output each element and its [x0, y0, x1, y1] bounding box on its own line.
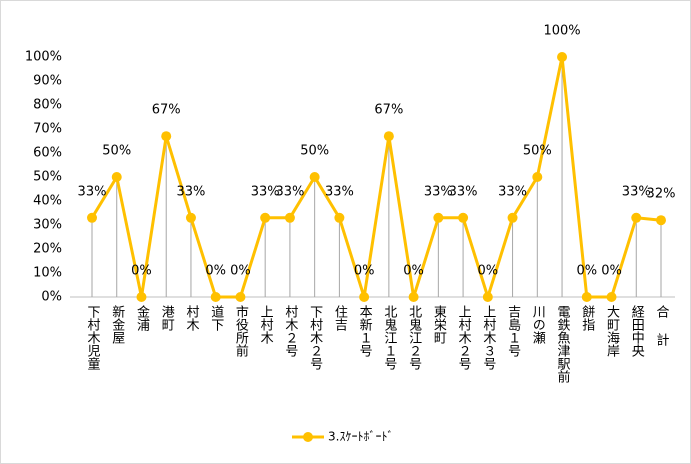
y-tick-label: 50%: [33, 170, 62, 185]
x-tick-label: 北鬼江２号: [406, 305, 422, 370]
point: [111, 172, 122, 182]
data-label: 0%: [354, 264, 375, 279]
point: [210, 292, 221, 302]
data-label: 33%: [275, 184, 304, 199]
data-label: 0%: [131, 264, 152, 279]
point: [309, 172, 320, 182]
x-tick-label: 村木２号: [282, 305, 298, 357]
y-tick-label: 80%: [33, 98, 62, 113]
y-tick-label: 20%: [33, 242, 62, 257]
point: [235, 292, 246, 302]
point: [359, 292, 370, 302]
point: [284, 212, 295, 223]
y-tick-label: 70%: [33, 122, 62, 137]
y-tick-label: 40%: [33, 194, 62, 209]
point: [383, 131, 394, 142]
x-tick-label: 電鉄魚津駅前: [555, 305, 571, 383]
x-tick-label: 住吉: [332, 305, 348, 331]
x-tick-label: 道下: [208, 305, 224, 331]
point: [557, 52, 568, 62]
x-tick-label: 上村木: [258, 305, 274, 344]
x-tick-label: 本新１号: [357, 305, 373, 357]
x-tick-label: 大町海岸: [604, 305, 620, 357]
point: [408, 292, 419, 302]
x-tick-label: 川の瀬: [530, 305, 546, 344]
y-tick-label: 90%: [33, 74, 62, 89]
point: [458, 212, 469, 223]
data-label: 0%: [601, 264, 622, 279]
series-line: [90, 55, 662, 299]
data-label: 67%: [152, 103, 181, 118]
x-tick-label: 北鬼江１号: [381, 305, 397, 370]
y-tick-label: 0%: [41, 290, 62, 305]
data-label: 50%: [102, 144, 131, 159]
data-label: 0%: [478, 264, 499, 279]
point: [87, 212, 97, 223]
data-label: 100%: [543, 24, 580, 39]
y-tick-label: 30%: [33, 218, 62, 233]
data-label: 0%: [403, 264, 424, 279]
data-label: 50%: [300, 144, 329, 159]
data-label: 0%: [230, 264, 251, 279]
legend-marker: [303, 432, 313, 442]
point: [532, 172, 543, 182]
y-tick-label: 100%: [25, 50, 62, 65]
point: [507, 212, 518, 223]
data-label: 33%: [177, 184, 206, 199]
y-tick-label: 60%: [33, 146, 62, 161]
data-label: 0%: [576, 264, 597, 279]
x-tick-label: 合 計: [654, 305, 670, 346]
point: [482, 292, 493, 302]
data-label: 32%: [647, 187, 676, 202]
data-label: 33%: [622, 184, 651, 199]
data-label: 67%: [374, 103, 403, 118]
x-tick-label: 港町: [159, 305, 175, 331]
data-label: 50%: [523, 144, 552, 159]
point: [606, 292, 617, 302]
x-tick-label: 吉島１号: [505, 305, 521, 357]
x-tick-label: 下村木２号: [307, 305, 323, 370]
point: [334, 212, 345, 223]
x-tick-label: 餅指: [579, 305, 595, 331]
x-tick-label: 村木: [183, 305, 199, 331]
x-tick-label: 下村木児童: [85, 305, 101, 370]
point: [433, 212, 444, 223]
x-tick-label: 上村木３号: [480, 305, 496, 370]
point: [260, 212, 271, 223]
y-tick-label: 10%: [33, 266, 62, 281]
point: [581, 292, 592, 302]
x-tick-label: 東栄町: [431, 304, 447, 344]
data-label: 33%: [78, 184, 107, 199]
x-tick-label: 上村木２号: [456, 305, 472, 370]
data-label: 0%: [205, 264, 226, 279]
legend-label: 3.ｽｹｰﾄﾎﾞｰﾄﾞ: [328, 430, 393, 444]
point: [136, 292, 147, 302]
x-tick-label: 市役所前: [233, 304, 249, 357]
x-tick-label: 金浦: [134, 304, 150, 331]
point: [185, 212, 196, 223]
x-tick-label: 新金屋: [109, 304, 125, 345]
point: [631, 212, 642, 223]
data-label: 33%: [498, 184, 527, 199]
point: [656, 215, 666, 226]
point: [161, 131, 172, 142]
data-label: 33%: [325, 184, 354, 199]
data-label: 33%: [449, 184, 478, 199]
x-tick-label: 経田中央: [629, 305, 645, 357]
data-label: 33%: [251, 184, 280, 199]
data-label: 33%: [424, 184, 453, 199]
